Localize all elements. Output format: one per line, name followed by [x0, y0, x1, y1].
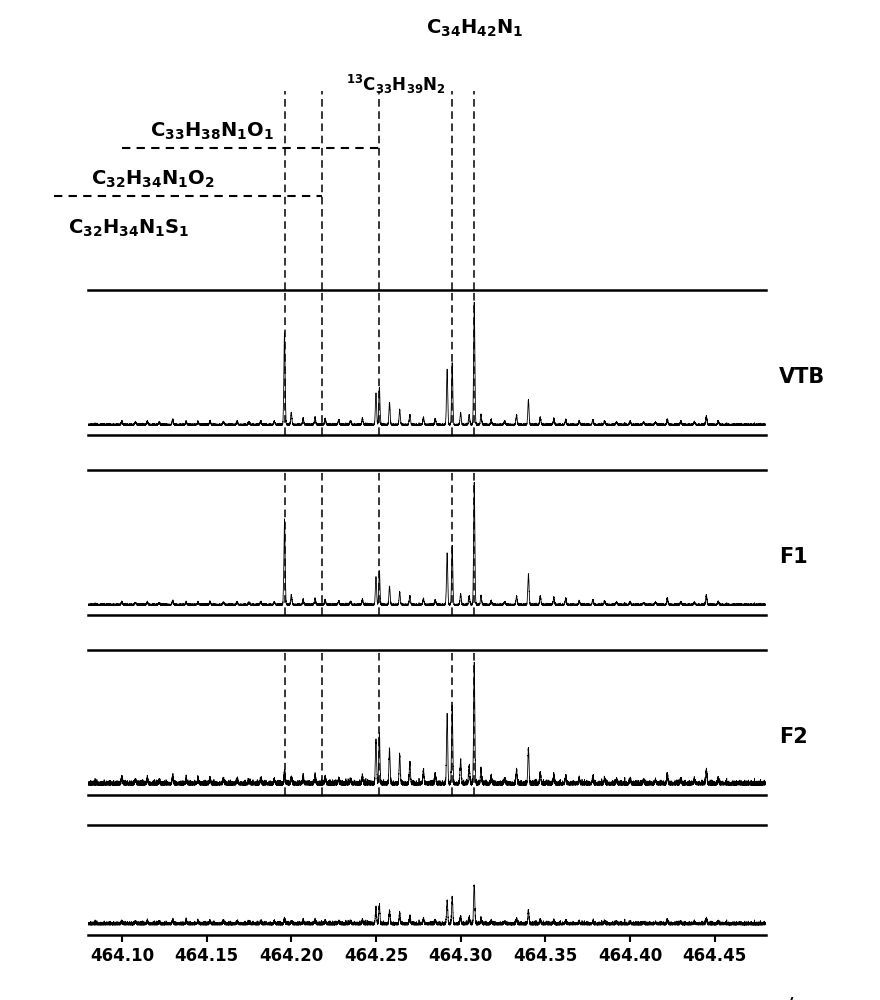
- Text: $\mathbf{C_{33}H_{38}N_1O_1}$: $\mathbf{C_{33}H_{38}N_1O_1}$: [150, 121, 275, 142]
- Text: F2: F2: [779, 727, 808, 747]
- Text: m/z: m/z: [769, 996, 805, 1000]
- Text: $\mathbf{C_{34}H_{42}N_1}$: $\mathbf{C_{34}H_{42}N_1}$: [426, 18, 523, 39]
- Text: $\mathbf{C_{32}H_{34}N_1O_2}$: $\mathbf{C_{32}H_{34}N_1O_2}$: [92, 169, 215, 190]
- Text: $\mathbf{C_{32}H_{34}N_1S_1}$: $\mathbf{C_{32}H_{34}N_1S_1}$: [68, 217, 189, 239]
- Text: $\mathbf{^{13}C_{33}H_{39}N_2}$: $\mathbf{^{13}C_{33}H_{39}N_2}$: [346, 73, 445, 96]
- Text: F1: F1: [779, 547, 808, 567]
- Text: VTB: VTB: [779, 367, 825, 387]
